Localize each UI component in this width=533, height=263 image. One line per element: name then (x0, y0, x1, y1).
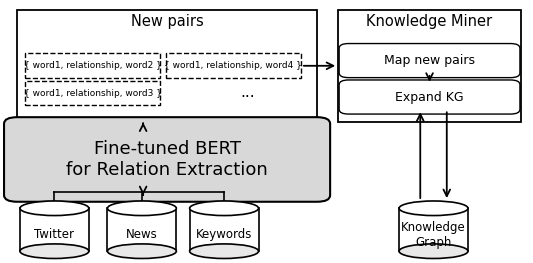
Text: ...: ... (240, 85, 255, 100)
Text: Knowledge Miner: Knowledge Miner (367, 14, 492, 29)
Text: { word1, relationship, word3 }: { word1, relationship, word3 } (24, 89, 162, 98)
Ellipse shape (399, 244, 468, 259)
FancyBboxPatch shape (4, 117, 330, 202)
Ellipse shape (108, 244, 176, 259)
Bar (338, 11, 521, 122)
Text: Fine-tuned BERT
for Relation Extraction: Fine-tuned BERT for Relation Extraction (66, 140, 268, 179)
FancyBboxPatch shape (339, 80, 520, 114)
Bar (17, 11, 317, 122)
FancyBboxPatch shape (339, 44, 520, 78)
Text: Expand KG: Expand KG (395, 90, 464, 104)
Ellipse shape (20, 201, 89, 216)
Text: Map new pairs: Map new pairs (384, 54, 475, 67)
Text: Keywords: Keywords (196, 228, 252, 241)
Ellipse shape (399, 201, 468, 216)
Text: { word1, relationship, word2 }: { word1, relationship, word2 } (24, 61, 162, 70)
Ellipse shape (190, 201, 259, 216)
Text: News: News (126, 228, 158, 241)
Ellipse shape (190, 244, 259, 259)
Bar (108, 208, 176, 251)
Text: Knowledge
Graph: Knowledge Graph (401, 221, 466, 249)
Text: { word1, relationship, word4 }: { word1, relationship, word4 } (164, 61, 302, 70)
Ellipse shape (108, 201, 176, 216)
Text: New pairs: New pairs (131, 14, 204, 29)
Ellipse shape (20, 244, 89, 259)
Bar (20, 208, 89, 251)
Bar (25, 53, 160, 78)
Bar (399, 208, 468, 251)
Text: Twitter: Twitter (35, 228, 75, 241)
Bar (190, 208, 259, 251)
Bar (25, 81, 160, 105)
Bar (166, 53, 301, 78)
